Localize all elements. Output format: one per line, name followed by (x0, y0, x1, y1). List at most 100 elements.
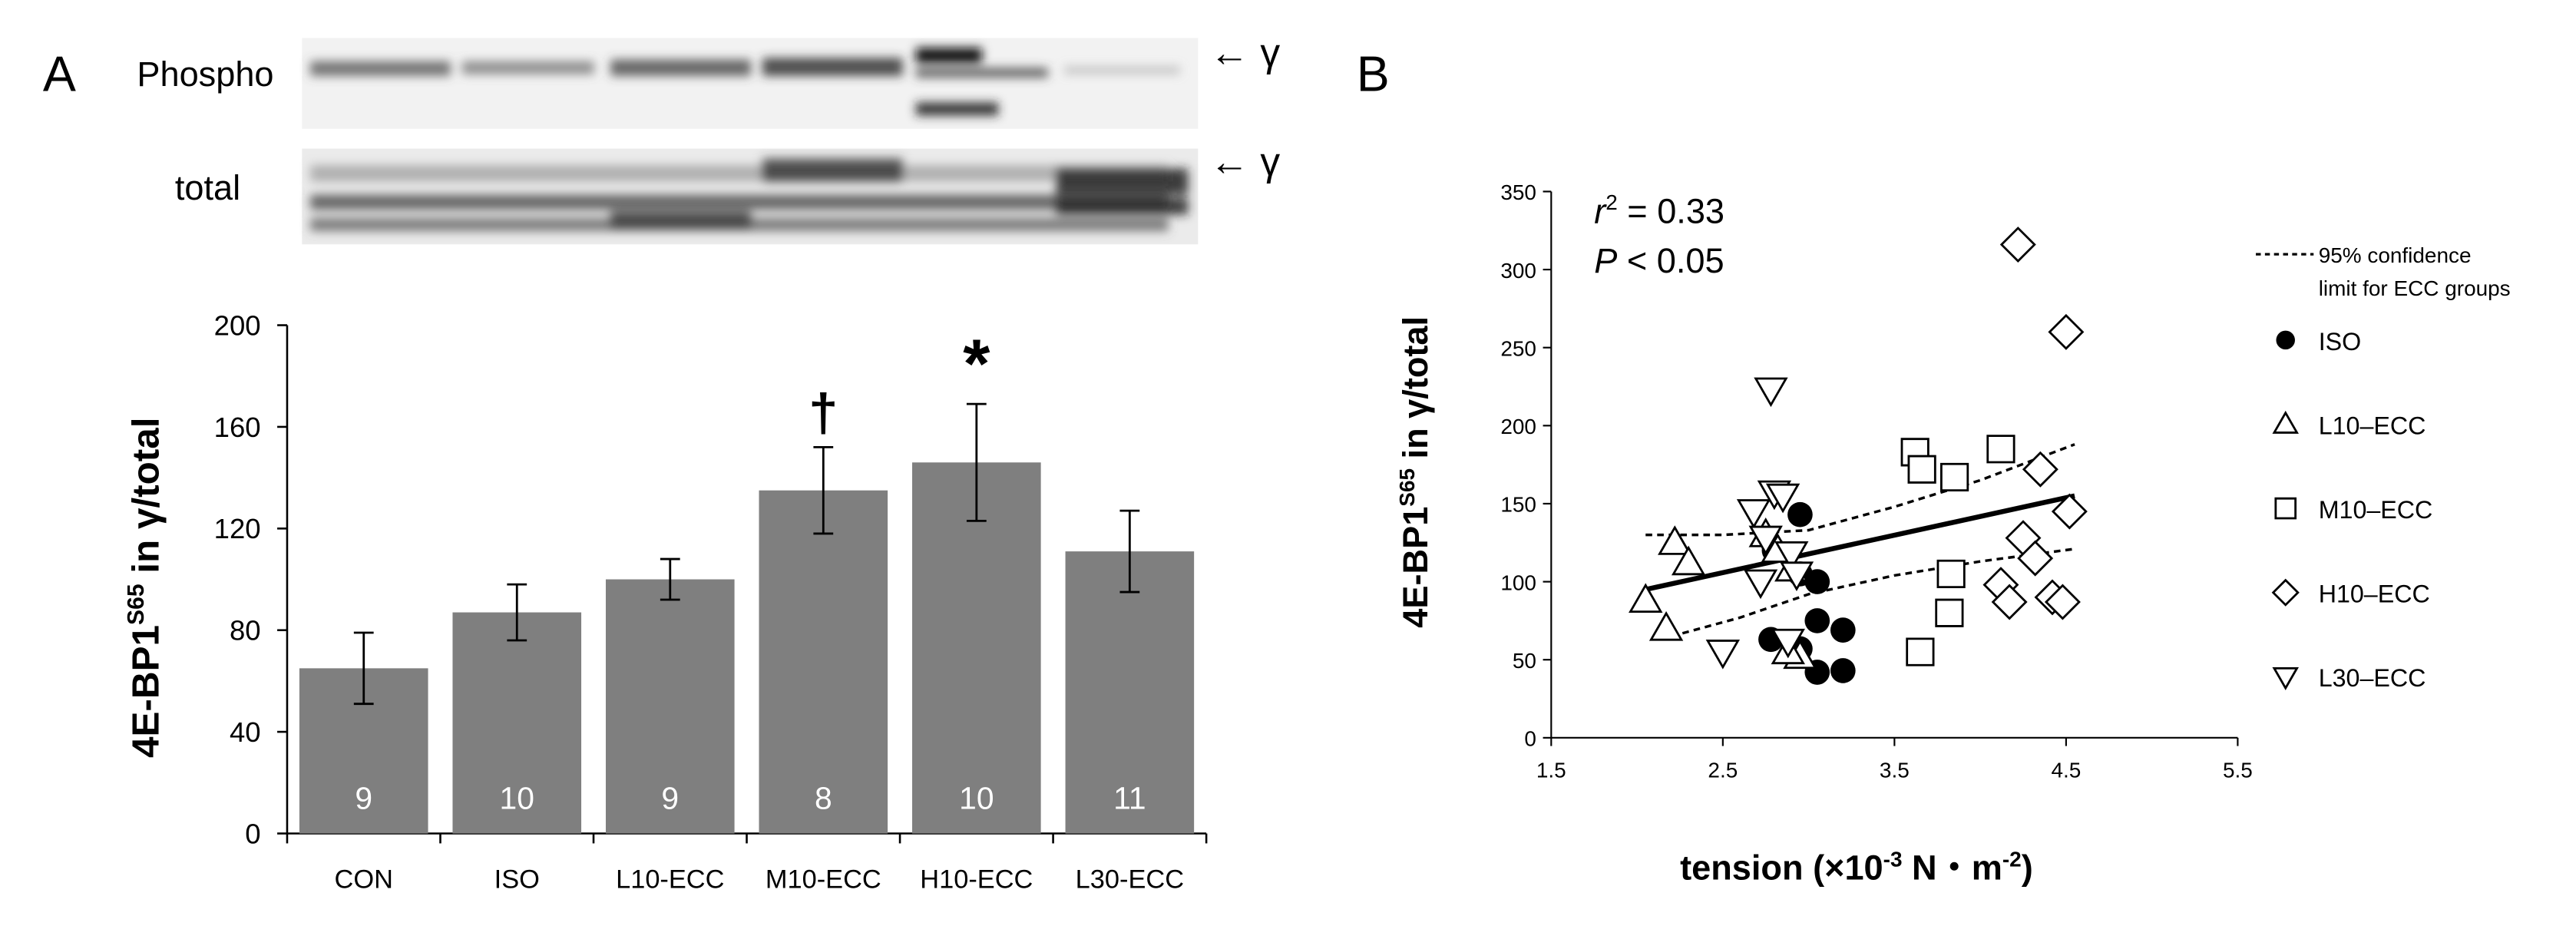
data-point (1774, 541, 1809, 571)
bar-y-tick-label: 80 (230, 615, 261, 647)
scatter-y-axis-title: 4E-BP1S65 in γ/total (1395, 316, 1435, 628)
scatter-x-title-sup2: -2 (2002, 847, 2022, 871)
legend-marker (2272, 666, 2299, 690)
bar-chart-y-axis-title: 4E-BP1S65 in γ/total (124, 418, 167, 759)
bar-y-title-main: 4E-BP1 (124, 625, 167, 758)
scatter-x-tick-label: 2.5 (1708, 758, 1738, 782)
data-point (1935, 598, 1964, 627)
data-point (2017, 540, 2054, 577)
bar (912, 462, 1041, 834)
legend-marker (2272, 410, 2299, 434)
data-point (2022, 451, 2058, 488)
legend-marker (2276, 330, 2295, 350)
bar-y-tick-label: 40 (230, 716, 261, 748)
data-point (1765, 483, 1801, 514)
scatter-y-tick-label: 50 (1513, 649, 1536, 673)
data-point (1754, 377, 1788, 408)
legend-marker (2271, 578, 2300, 607)
scatter-x-tick-label: 5.5 (2223, 758, 2253, 782)
r2-sup: 2 (1605, 190, 1618, 214)
scatter-x-title-end: ) (2022, 848, 2033, 888)
bar (452, 612, 582, 834)
legend-label: H10–ECC (2319, 580, 2430, 608)
data-point (1939, 462, 1969, 492)
data-point (1907, 455, 1936, 484)
data-point (1736, 499, 1771, 529)
legend: 95% confidence limit for ECC groups (2256, 243, 2511, 300)
regression-line (1645, 493, 2075, 592)
scatter-y-title-rest: in γ/total (1396, 316, 1435, 468)
total-gamma-marker: ← γ (1209, 139, 1280, 184)
data-point (1991, 584, 2028, 620)
data-point (1771, 628, 1805, 659)
bar-category-label: CON (335, 865, 393, 894)
bar (1065, 551, 1195, 834)
data-point (2051, 493, 2088, 530)
panel-a-label: A (43, 46, 76, 101)
scatter-chart: 4E-BP1S65 in γ/total tension (×10-3 N・m-… (1395, 180, 2511, 887)
total-label: total (175, 168, 240, 207)
phospho-label: Phospho (137, 55, 273, 94)
data-point (1648, 610, 1684, 641)
scatter-y-tick-label: 150 (1500, 493, 1536, 517)
scatter-x-tick-label: 1.5 (1536, 758, 1566, 782)
data-point (1986, 435, 2015, 464)
legend-ci-text-line1: 95% confidence (2319, 243, 2472, 267)
bar-category-label: L30-ECC (1076, 865, 1184, 894)
scatter-y-tick-label: 100 (1500, 570, 1536, 594)
data-point (1748, 525, 1783, 556)
scatter-x-tick-label: 3.5 (1880, 758, 1910, 782)
p-rest: < 0.05 (1617, 241, 1724, 280)
bar-n-label: 10 (959, 780, 994, 815)
scatter-x-title-sup1: -3 (1883, 847, 1903, 871)
bar-n-label: 9 (355, 780, 372, 815)
bar-y-tick-label: 120 (214, 513, 261, 544)
data-point (1658, 525, 1692, 555)
bar-n-label: 9 (661, 780, 679, 815)
p-value-stat: P < 0.05 (1594, 241, 1724, 280)
r2-rest: = 0.33 (1618, 191, 1724, 230)
legend-label: L30–ECC (2319, 664, 2426, 692)
p-prefix: P (1594, 241, 1617, 280)
panel-b-label: B (1357, 46, 1390, 101)
data-point (1787, 501, 1813, 527)
data-point (1936, 559, 1966, 589)
data-point (1629, 583, 1663, 613)
data-point (1671, 545, 1706, 576)
data-point (1804, 608, 1830, 633)
bar-chart: 4E-BP1S65 in γ/total 0 40 80 120 160 200 9 CON 1… (124, 309, 1208, 894)
data-point (1705, 640, 1741, 670)
bar-y-tick-label: 0 (245, 818, 260, 849)
data-point (1906, 637, 1935, 666)
bar (759, 490, 888, 834)
data-point (1999, 227, 2036, 263)
bar-y-tick-label: 200 (214, 309, 261, 341)
bar-category-label: L10-ECC (616, 865, 724, 894)
scatter-y-title-main: 4E-BP1 (1396, 507, 1435, 628)
bar-n-label: 10 (500, 780, 534, 815)
total-blot-image (302, 148, 1199, 245)
significance-marker: † (809, 383, 838, 442)
scatter-x-title-main: tension (×10 (1680, 848, 1883, 888)
scatter-y-tick-label: 200 (1500, 415, 1536, 438)
bar-y-title-sup: S65 (124, 584, 149, 625)
legend-marker (2274, 497, 2297, 520)
scatter-x-tick-label: 4.5 (2051, 758, 2081, 782)
significance-marker: * (963, 326, 990, 403)
r-squared-stat: r2 = 0.33 (1594, 190, 1724, 230)
scatter-x-axis-title: tension (×10-3 N・m-2) (1680, 847, 2033, 887)
phospho-gamma-marker: ← γ (1209, 30, 1280, 74)
scatter-y-tick-label: 350 (1500, 180, 1536, 204)
bar-category-label: H10-ECC (920, 865, 1033, 894)
bar-n-label: 8 (815, 780, 832, 815)
data-point (2048, 313, 2085, 350)
ci-lower-line (1671, 547, 2075, 638)
data-point (1830, 617, 1856, 643)
scatter-y-tick-label: 250 (1500, 336, 1536, 360)
data-point (1779, 561, 1814, 592)
bar-category-label: M10-ECC (766, 865, 881, 894)
bar-n-label: 11 (1113, 780, 1146, 815)
legend-ci-text-line2: limit for ECC groups (2319, 276, 2511, 300)
western-blot: Phospho total (137, 30, 1280, 245)
